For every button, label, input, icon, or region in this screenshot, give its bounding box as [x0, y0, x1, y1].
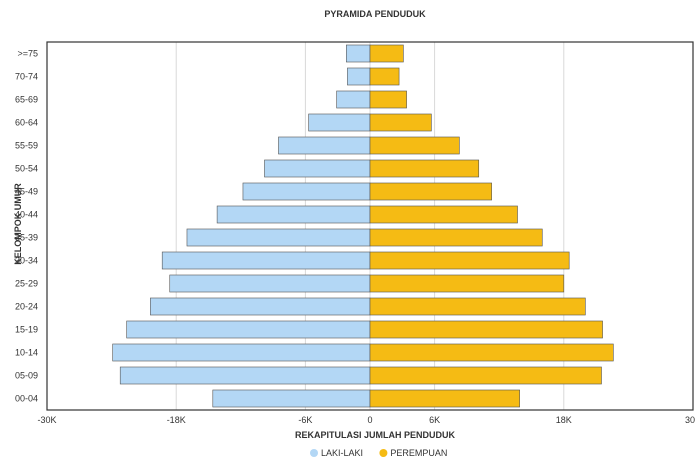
- bar-perempuan: [369, 67, 400, 86]
- bar-perempuan: [369, 228, 543, 247]
- bar-laki-laki: [278, 136, 371, 155]
- bars: [112, 44, 614, 408]
- bar-perempuan: [369, 113, 432, 132]
- bar-perempuan: [369, 182, 492, 201]
- bar-laki-laki: [150, 297, 371, 316]
- y-axis-label: KELOMPOK UMUR: [13, 183, 23, 265]
- legend-label: LAKI-LAKI: [321, 448, 363, 458]
- bar-perempuan: [369, 366, 602, 385]
- bar-laki-laki: [264, 159, 371, 178]
- bar-perempuan: [369, 90, 407, 109]
- bar-perempuan: [369, 389, 520, 408]
- legend-marker: [379, 449, 388, 457]
- x-tick-label: 30K: [685, 415, 695, 425]
- y-tick-label: 65-69: [15, 95, 38, 105]
- bar-laki-laki: [126, 320, 371, 339]
- x-tick-label: -6K: [298, 415, 312, 425]
- bar-perempuan: [369, 205, 518, 224]
- bar-perempuan: [369, 297, 586, 316]
- bar-perempuan: [369, 320, 603, 339]
- chart-title: PYRAMIDA PENDUDUK: [324, 9, 426, 19]
- bar-perempuan: [369, 136, 460, 155]
- y-tick-label: 50-54: [15, 164, 38, 174]
- y-tick-label: 25-29: [15, 279, 38, 289]
- bar-laki-laki: [119, 366, 371, 385]
- plot-frame: [46, 41, 694, 411]
- bar-laki-laki: [346, 44, 371, 63]
- bar-perempuan: [369, 251, 570, 270]
- y-tick-label: 30-34: [15, 256, 38, 266]
- bar-laki-laki: [242, 182, 371, 201]
- y-tick-label: 40-44: [15, 210, 38, 220]
- bar-laki-laki: [212, 389, 371, 408]
- bar-perempuan: [369, 44, 404, 63]
- bar-perempuan: [369, 274, 565, 293]
- y-tick-label: 35-39: [15, 233, 38, 243]
- bar-perempuan: [369, 159, 480, 178]
- legend-marker: [310, 449, 318, 457]
- legend: LAKI-LAKI PEREMPUAN: [310, 448, 447, 458]
- bar-laki-laki: [347, 67, 371, 86]
- bar-laki-laki: [112, 343, 371, 362]
- bar-perempuan: [369, 343, 614, 362]
- y-tick-label: 45-49: [15, 187, 38, 197]
- y-tick-label: 10-14: [15, 348, 38, 358]
- x-tick-label: 0: [367, 415, 372, 425]
- y-tick-label: 70-74: [15, 72, 38, 82]
- bar-laki-laki: [308, 113, 371, 132]
- y-tick-label: 00-04: [15, 394, 38, 404]
- y-tick-label: 15-19: [15, 325, 38, 335]
- y-tick-label: >=75: [17, 49, 38, 59]
- x-axis-label: REKAPITULASI JUMLAH PENDUDUK: [295, 430, 456, 440]
- y-tick-label: 05-09: [15, 371, 38, 381]
- y-tick-label: 55-59: [15, 141, 38, 151]
- bar-laki-laki: [186, 228, 371, 247]
- x-tick-labels: -30K -18K -6K 0 6K 18K 30K: [37, 415, 695, 425]
- x-tick-label: 6K: [429, 415, 440, 425]
- bar-laki-laki: [336, 90, 371, 109]
- y-tick-label: 60-64: [15, 118, 38, 128]
- y-tick-labels: >=75 70-74 65-69 60-64 55-59 50-54 45-49 40-44 3…: [15, 49, 38, 404]
- x-tick-label: -18K: [167, 415, 186, 425]
- x-tick-label: 18K: [556, 415, 572, 425]
- bar-laki-laki: [169, 274, 371, 293]
- legend-label: PEREMPUAN: [390, 448, 447, 458]
- bar-laki-laki: [216, 205, 371, 224]
- x-tick-label: -30K: [37, 415, 56, 425]
- bar-laki-laki: [161, 251, 371, 270]
- y-tick-label: 20-24: [15, 302, 38, 312]
